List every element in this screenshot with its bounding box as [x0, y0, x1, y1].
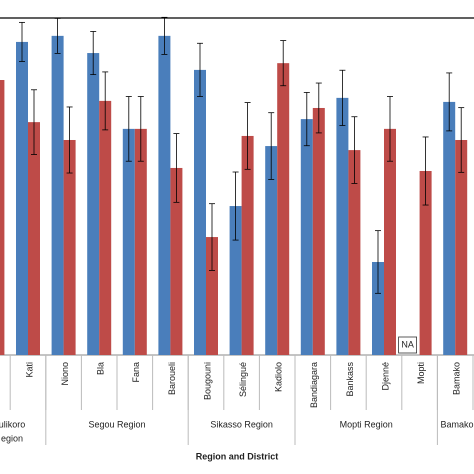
bar	[455, 139, 468, 355]
bar	[99, 100, 112, 355]
bar	[194, 69, 206, 355]
x-tick-label: Bla	[96, 362, 106, 375]
bar	[122, 128, 135, 355]
bar	[312, 107, 325, 355]
bar	[419, 170, 432, 355]
region-label: Segou Region	[88, 419, 145, 429]
x-tick-label: Mopti	[416, 362, 426, 384]
bar	[134, 128, 147, 355]
annotation-box	[398, 336, 418, 354]
bar	[443, 101, 456, 356]
bar	[300, 119, 313, 355]
bar	[0, 80, 5, 356]
bar	[158, 35, 171, 356]
bar	[348, 150, 361, 355]
region-label: ulikoro	[0, 419, 25, 429]
bar	[170, 167, 183, 355]
bar	[16, 41, 28, 355]
x-tick-label: Bandiagara	[309, 362, 319, 408]
x-tick-label: Baroueli	[167, 362, 177, 395]
bar	[51, 35, 64, 356]
region-label: Sikasso Region	[210, 419, 273, 429]
bar	[265, 146, 278, 355]
x-tick-label: Bougouni	[202, 362, 212, 400]
region-label: egion	[1, 433, 23, 443]
bar	[63, 139, 76, 355]
x-tick-label: Kati	[24, 362, 34, 378]
bar	[87, 53, 100, 355]
x-tick-label: Djenné	[380, 362, 390, 391]
bar	[277, 63, 290, 356]
bar	[336, 97, 349, 355]
bar	[229, 206, 242, 355]
x-tick-label: Kadiolo	[274, 362, 284, 392]
region-label: Mopti Region	[340, 419, 393, 429]
bar	[372, 261, 384, 355]
x-tick-label: Bamako	[452, 362, 462, 395]
x-tick-label: Fana	[131, 362, 141, 383]
x-axis-title: Region and District	[196, 451, 279, 461]
annotation: NA	[401, 339, 414, 349]
x-tick-label: Bankass	[345, 362, 355, 397]
bar	[206, 237, 218, 355]
x-tick-label: Sélingué	[238, 362, 248, 397]
x-tick-label: Niono	[60, 362, 70, 386]
bar	[384, 128, 396, 355]
region-label: Bamako	[440, 419, 473, 429]
bar	[241, 135, 254, 355]
bar	[28, 122, 40, 356]
